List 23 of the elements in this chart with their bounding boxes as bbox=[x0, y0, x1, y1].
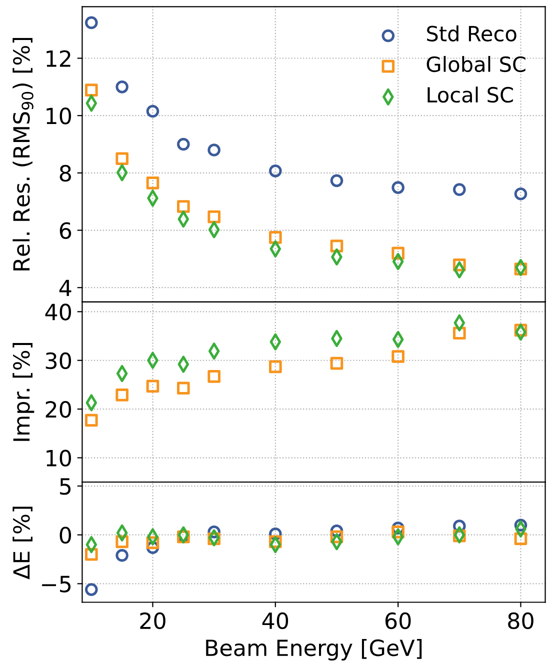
y-tick-label: 8 bbox=[60, 164, 71, 182]
y-tick-label: 30 bbox=[46, 352, 71, 370]
y-tick-label: 4 bbox=[59, 280, 72, 296]
x-tick-label: 40 bbox=[262, 612, 288, 630]
y-tick-label: 10 bbox=[46, 108, 71, 124]
legend-label: Global SC bbox=[426, 56, 526, 72]
y-tick-label: 10 bbox=[46, 450, 71, 467]
y-tick-label: −5 bbox=[42, 576, 71, 592]
y-axis-title: Impr. [%] bbox=[12, 342, 34, 441]
y-tick-label: 6 bbox=[60, 222, 72, 240]
y-axis-title: Rel. Res. (RMS$_{90}$) [%] bbox=[12, 38, 34, 270]
legend-label: Local SC bbox=[428, 86, 513, 103]
y-tick-label: 20 bbox=[46, 401, 71, 418]
y-tick-label: 40 bbox=[45, 304, 71, 320]
y-tick-label: 5 bbox=[60, 478, 71, 495]
legend-label: Std Reco bbox=[427, 25, 516, 42]
y-axis-title: ΔE [%] bbox=[12, 506, 32, 580]
x-axis-title: Beam Energy [GeV] bbox=[206, 639, 422, 661]
x-tick-label: 60 bbox=[385, 612, 411, 630]
y-tick-label: 0 bbox=[60, 526, 71, 544]
y-tick-label: 12 bbox=[46, 50, 70, 67]
x-tick-label: 80 bbox=[508, 612, 534, 630]
x-tick-label: 20 bbox=[140, 612, 166, 630]
